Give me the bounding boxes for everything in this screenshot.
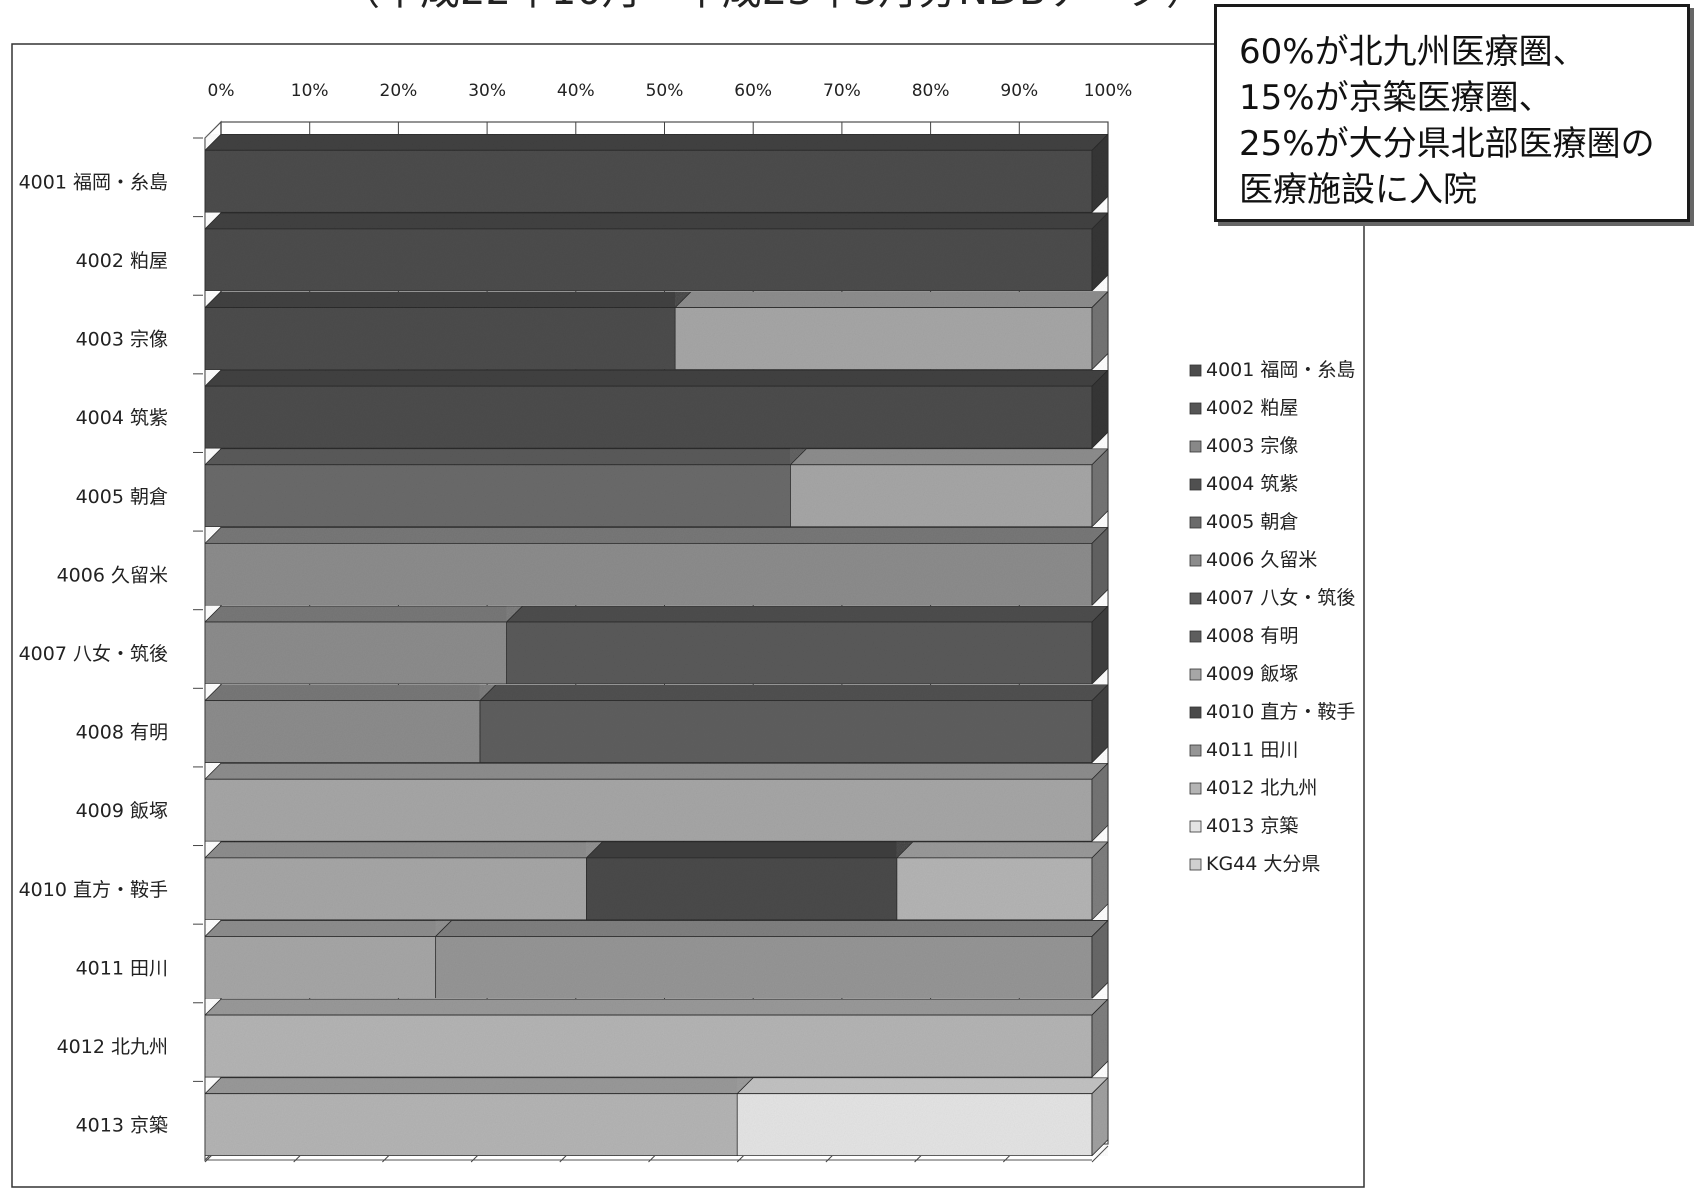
bar-segment: [204, 291, 693, 370]
y-tick-label: 4010 直方・鞍手: [19, 879, 168, 901]
x-tick-label: 90%: [1000, 81, 1038, 101]
legend-swatch: [1189, 402, 1202, 415]
y-tick-label: 4007 八女・筑後: [19, 643, 168, 665]
y-tick-label: 4012 北九州: [57, 1036, 168, 1058]
bar-segment: [204, 526, 1109, 607]
bar-segment: [736, 1076, 1109, 1157]
bar-segment: [505, 605, 1109, 685]
bar-segment: [204, 684, 497, 764]
legend-swatch: [1189, 592, 1202, 605]
legend-label: 4005 朝倉: [1206, 511, 1298, 533]
legend-swatch: [1189, 478, 1202, 491]
x-axis-ticks: 0% 10% 20% 30% 40% 50% 60% 70% 80% 90% 100%: [208, 81, 1133, 101]
x-tick-label: 30%: [468, 81, 506, 101]
legend-swatch: [1189, 858, 1202, 871]
legend-label: 4008 有明: [1206, 625, 1298, 647]
y-tick-label: 4013 京築: [76, 1115, 168, 1137]
y-tick-label: 4002 粕屋: [76, 250, 168, 272]
bar-segment: [434, 919, 1109, 1000]
legend-swatch: [1189, 706, 1202, 719]
legend-swatch: [1189, 630, 1202, 643]
y-tick-label: 4003 宗像: [76, 329, 168, 351]
bar-segment: [204, 998, 1109, 1079]
legend-swatch: [1189, 820, 1202, 833]
y-tick-label: 4006 久留米: [57, 564, 168, 586]
bar-segment: [204, 369, 1109, 450]
legend-swatch: [1189, 782, 1202, 795]
legend-label: 4009 飯塚: [1206, 663, 1298, 685]
bar-segment: [204, 762, 1109, 843]
legend-swatch: [1189, 364, 1202, 377]
legend-swatch: [1189, 516, 1202, 529]
bar-segment: [204, 448, 808, 528]
callout-line: 15%が京築医療圏、: [1239, 78, 1553, 118]
x-tick-label: 50%: [646, 81, 684, 101]
y-tick-label: 4008 有明: [76, 722, 168, 744]
bar-segment: [204, 841, 604, 921]
callout-line: 医療施設に入院: [1239, 170, 1477, 210]
legend-label: 4002 粕屋: [1206, 397, 1298, 419]
x-tick-label: 40%: [557, 81, 595, 101]
legend-label: 4006 久留米: [1206, 549, 1317, 571]
bar-segment: [585, 841, 914, 921]
bar-segment: [479, 683, 1109, 764]
legend-swatch: [1189, 440, 1202, 453]
legend-label: 4001 福岡・糸島: [1206, 359, 1355, 381]
bar-segment: [204, 211, 1109, 292]
chart-frame: [11, 43, 1365, 1188]
bar-segment: [674, 290, 1109, 371]
legend-label: 4003 宗像: [1206, 435, 1298, 457]
y-tick-label: 4001 福岡・糸島: [19, 171, 168, 193]
legend-label: 4013 京築: [1206, 815, 1298, 837]
x-tick-label: 100%: [1084, 81, 1133, 101]
legend-label: 4010 直方・鞍手: [1206, 701, 1355, 723]
legend-label: 4012 北九州: [1206, 777, 1317, 799]
annotation-callout: 60%が北九州医療圏、 15%が京築医療圏、 25%が大分県北部医療圏の 医療施…: [1214, 4, 1690, 222]
bar-segment: [204, 1077, 755, 1157]
callout-line: 25%が大分県北部医療圏の: [1239, 124, 1655, 164]
x-tick-label: 0%: [208, 81, 235, 101]
header-fragment: （平成22年10月～平成23年3月分NDBデータ）: [340, 0, 1206, 14]
bar-segment: [895, 840, 1109, 921]
x-tick-label: 70%: [823, 81, 861, 101]
floor-tick: [1091, 1145, 1109, 1163]
bar-segment: [204, 133, 1109, 214]
callout-line: 60%が北九州医療圏、: [1239, 32, 1587, 72]
y-tick-label: 4009 飯塚: [76, 800, 168, 822]
legend-swatch: [1189, 744, 1202, 757]
x-tick-label: 10%: [291, 81, 329, 101]
y-axis-labels: 4001 福岡・糸島 4002 粕屋 4003 宗像 4004 筑紫 4005 朝倉 40…: [19, 137, 203, 1137]
y-tick-label: 4011 田川: [76, 957, 168, 979]
legend-label: 4007 八女・筑後: [1206, 587, 1355, 609]
y-tick-label: 4004 筑紫: [76, 407, 168, 429]
legend-label: 4011 田川: [1206, 739, 1298, 761]
bar-segment: [204, 920, 453, 999]
x-tick-label: 60%: [734, 81, 772, 101]
bars: [204, 133, 1109, 1157]
bar-segment: [789, 447, 1109, 528]
legend: 4001 福岡・糸島 4002 粕屋 4003 宗像 4004 筑紫 4005 朝倉 40…: [1189, 359, 1355, 875]
legend-swatch: [1189, 554, 1202, 567]
y-tick-label: 4005 朝倉: [76, 486, 168, 508]
x-tick-label: 20%: [380, 81, 418, 101]
legend-swatch: [1189, 668, 1202, 681]
legend-label: 4004 筑紫: [1206, 473, 1298, 495]
x-tick-label: 80%: [912, 81, 950, 101]
bar-segment: [204, 605, 524, 685]
legend-label: KG44 大分県: [1206, 853, 1320, 875]
